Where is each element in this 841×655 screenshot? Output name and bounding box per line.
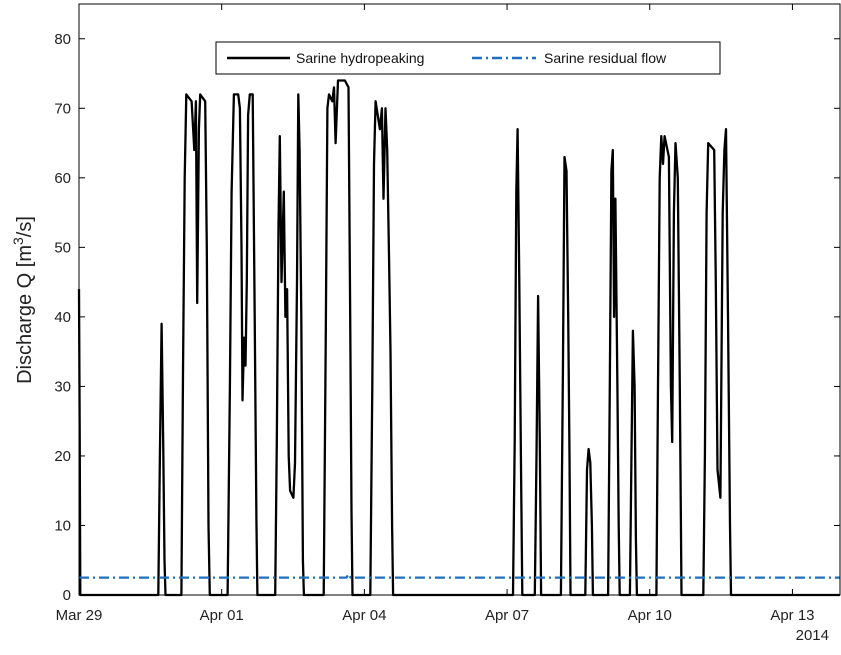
series-line-hydropeaking [77,79,840,597]
y-axis: 0 10 20 30 40 50 60 70 80 [54,31,840,604]
x-tick-label: Apr 13 [770,607,814,624]
legend-box [215,41,721,75]
x-tick-label: Mar 29 [56,607,103,624]
legend: Sarine hydropeaking Sarine residual flow [215,41,721,75]
y-tick-label: 70 [54,100,71,117]
series-layer [77,79,840,597]
x-axis-year-label: 2014 [796,627,829,644]
y-tick-label: 60 [54,170,71,187]
y-axis-title-main: Discharge Q [m [14,245,36,384]
y-tick-label: 20 [54,448,71,465]
y-axis-title-tail: /s] [14,216,36,237]
x-tick-label: Apr 07 [485,607,529,624]
y-axis-title-superscript: 3 [10,237,26,245]
legend-label-hydropeaking: Sarine hydropeaking [296,50,424,66]
x-axis: Mar 29 Apr 01 Apr 04 Apr 07 Apr 10 Apr 13 [56,4,815,624]
y-tick-label: 10 [54,517,71,534]
x-tick-label: Apr 01 [200,607,244,624]
x-tick-label: Apr 04 [342,607,386,624]
plot-frame [78,3,841,596]
legend-label-residual-flow: Sarine residual flow [544,50,667,66]
y-tick-label: 40 [54,309,71,326]
y-tick-label: 80 [54,31,71,48]
plot-area [79,4,840,595]
y-axis-title: Discharge Q [m3/s] [10,216,36,384]
y-tick-label: 50 [54,239,71,256]
y-tick-label: 30 [54,378,71,395]
x-tick-label: Apr 10 [628,607,672,624]
y-tick-label: 0 [63,587,71,604]
